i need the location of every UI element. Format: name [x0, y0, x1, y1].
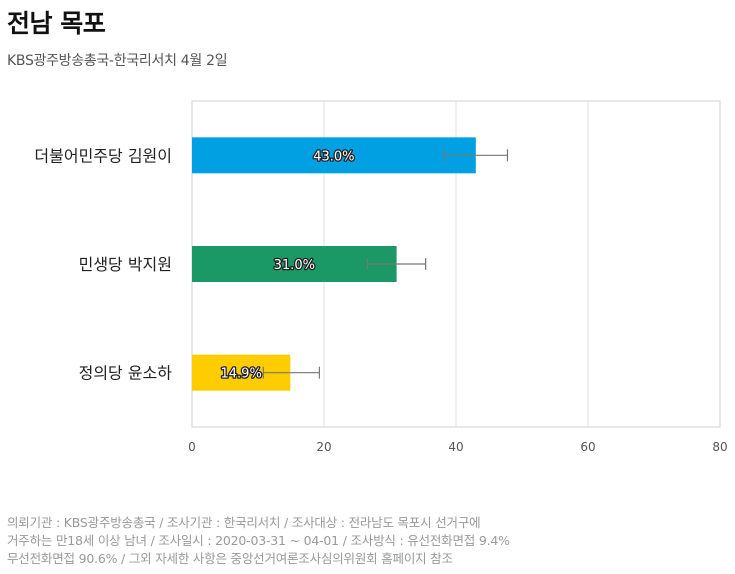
- bars: [192, 137, 476, 391]
- category-label: 정의당 윤소하: [79, 364, 173, 383]
- x-tick-label: 80: [712, 440, 727, 454]
- x-tick-label: 20: [316, 440, 331, 454]
- error-bar: [443, 149, 509, 162]
- value-label: 43.0%: [313, 149, 354, 164]
- source-note: 의뢰기관 : KBS광주방송총국 / 조사기관 : 한국리서치 / 조사대상 :…: [7, 514, 729, 568]
- category-label: 민생당 박지원: [79, 255, 172, 274]
- value-labels: 43.0% 31.0% 14.9%: [219, 148, 356, 383]
- page-title: 전남 목포: [7, 9, 106, 38]
- x-tick-label: 0: [188, 440, 196, 454]
- error-bar: [262, 366, 320, 379]
- source-note-line: 의뢰기관 : KBS광주방송총국 / 조사기관 : 한국리서치 / 조사대상 :…: [7, 515, 481, 530]
- bar: [192, 246, 397, 282]
- x-tick-label: 40: [448, 440, 463, 454]
- page-subtitle: KBS광주방송총국-한국리서치 4월 2일: [7, 53, 228, 69]
- value-label: 31.0%: [274, 258, 315, 273]
- source-note-line: 거주하는 만18세 이상 남녀 / 조사일시 : 2020-03-31 ~ 04…: [7, 533, 510, 548]
- error-bars: [262, 149, 509, 379]
- x-tick-label: 60: [580, 440, 595, 454]
- source-note-line: 무선전화면접 90.6% / 그외 자세한 사항은 중앙선거여론조사심의위원회 …: [7, 551, 453, 566]
- category-label: 더불어민주당 김원이: [34, 146, 172, 165]
- error-bar: [366, 258, 427, 270]
- x-tick-labels: 0 20 40 60 80: [188, 440, 727, 454]
- value-label: 14.9%: [221, 367, 262, 382]
- bar: [192, 137, 476, 174]
